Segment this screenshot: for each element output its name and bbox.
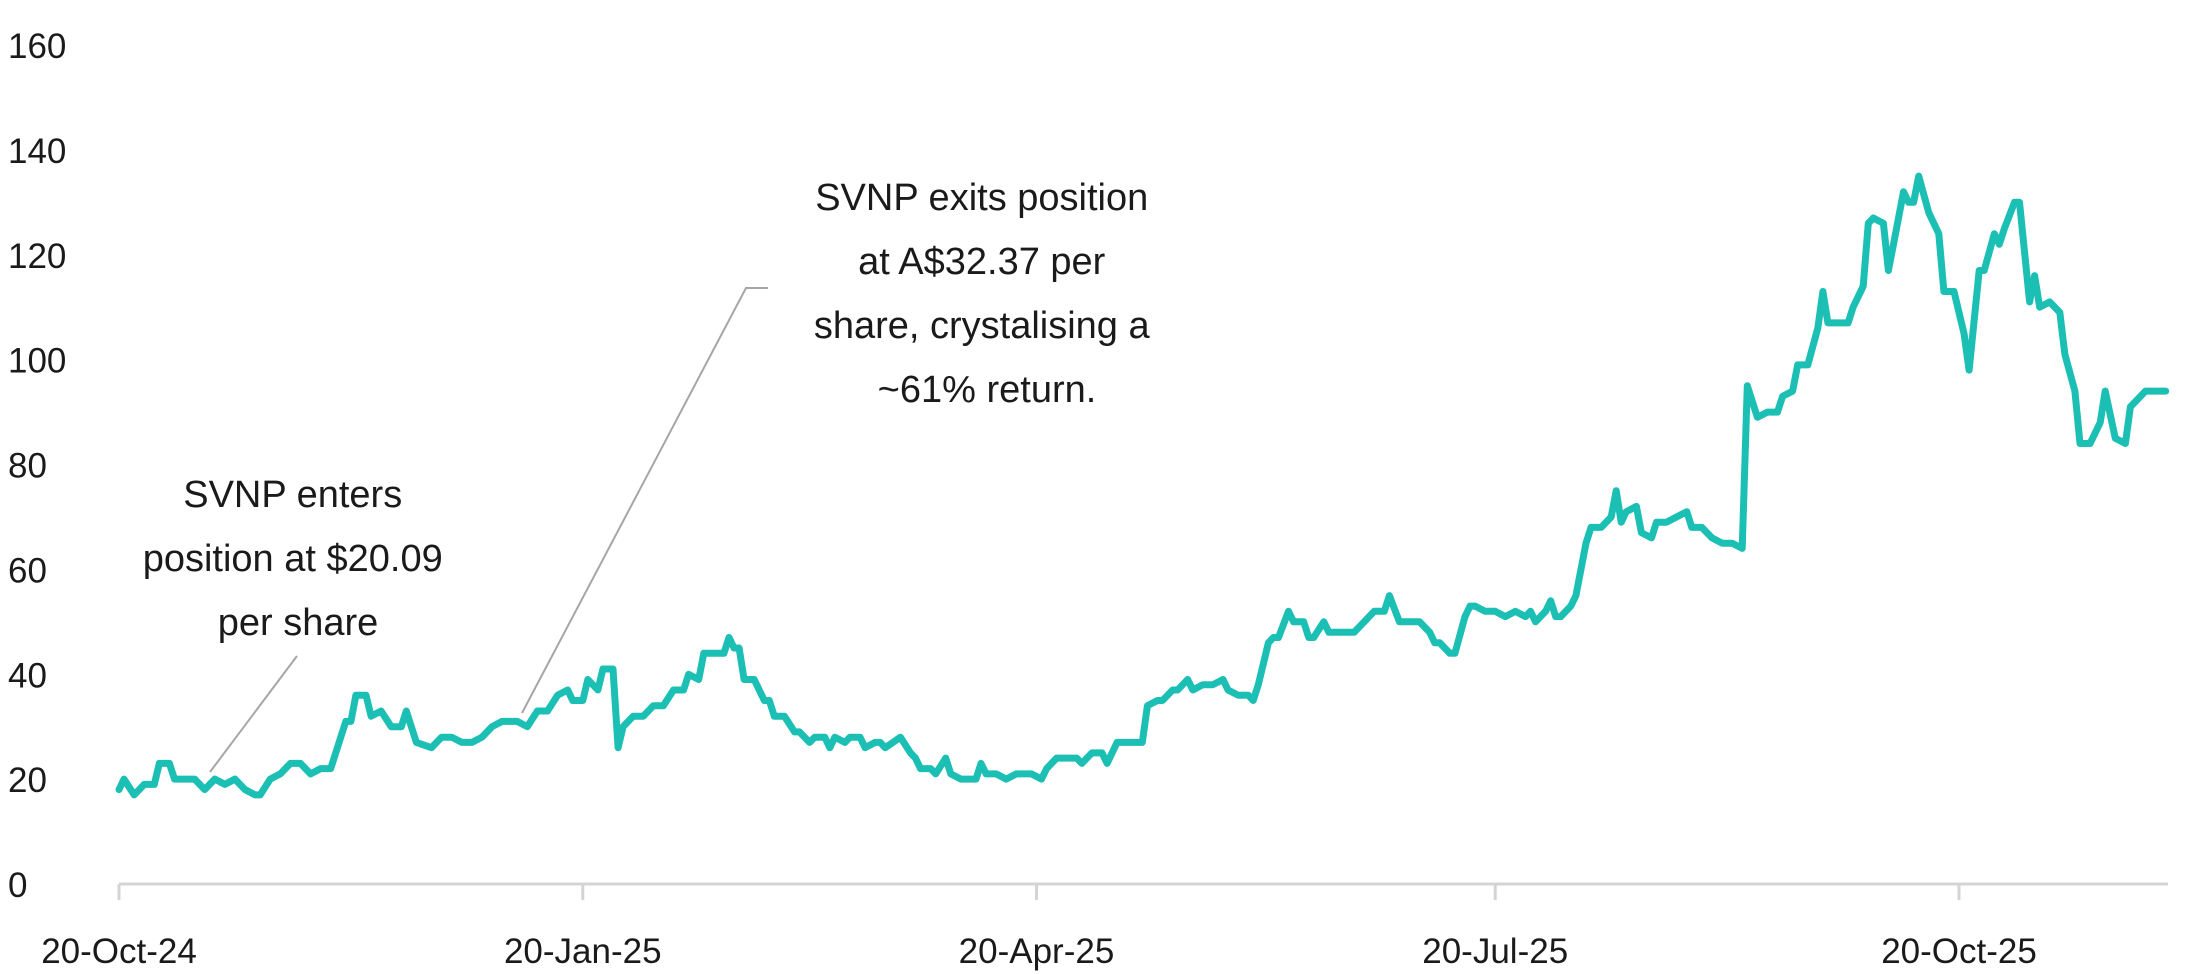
annotation-line: position at $20.09	[143, 538, 443, 580]
annotation-line: ~61% return.	[878, 369, 1097, 411]
x-axis: 20-Oct-24 20-Jan-25 20-Apr-25 20-Jul-25 20-O…	[41, 882, 2168, 971]
annotation-line: share, crystalising a	[814, 305, 1151, 347]
y-tick-label: 100	[8, 342, 66, 381]
x-tick-label: 20-Oct-24	[41, 932, 197, 971]
x-tick-label: 20-Apr-25	[959, 932, 1115, 971]
y-tick-label: 120	[8, 237, 66, 276]
x-tick-label: 20-Oct-25	[1881, 932, 2037, 971]
y-tick-label: 60	[8, 551, 47, 590]
series-line	[115, 172, 2170, 799]
annotations: SVNP enters position at $20.09 per share…	[143, 177, 1160, 773]
annotation-line: SVNP enters	[183, 474, 402, 516]
y-axis: 0 20 40 60 80 100 120 140 160	[8, 27, 66, 905]
enter-annotation: SVNP enters position at $20.09 per share	[143, 474, 454, 644]
y-tick-label: 20	[8, 761, 47, 800]
y-tick-label: 80	[8, 447, 47, 486]
exit-annotation-leader	[521, 287, 768, 714]
y-tick-label: 40	[8, 656, 47, 695]
enter-annotation-leader	[209, 655, 298, 773]
x-tick-label: 20-Jan-25	[504, 932, 662, 971]
annotation-line: per share	[218, 602, 379, 644]
y-tick-label: 0	[8, 866, 27, 905]
y-tick-label: 140	[8, 132, 66, 171]
x-tick-label: 20-Jul-25	[1422, 932, 1568, 971]
exit-annotation: SVNP exits position at A$32.37 per share…	[814, 177, 1160, 411]
y-tick-label: 160	[8, 27, 66, 66]
annotation-line: at A$32.37 per	[858, 241, 1106, 283]
annotation-line: SVNP exits position	[815, 177, 1148, 219]
